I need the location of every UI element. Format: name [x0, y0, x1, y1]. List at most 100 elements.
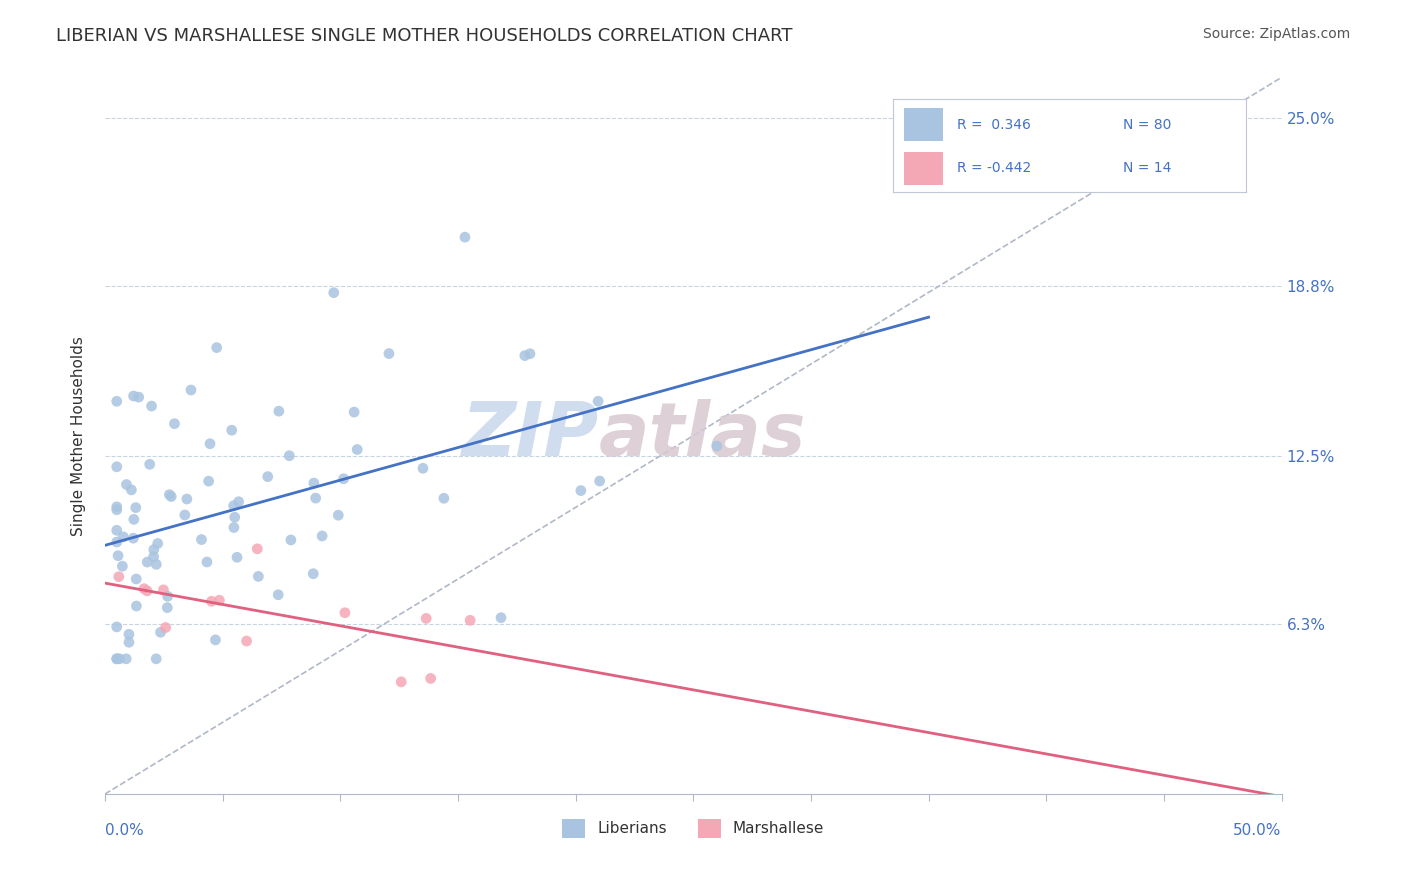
- Liberians: [105, 459, 128, 474]
- Marshallese: [333, 606, 356, 620]
- Liberians: [125, 599, 148, 613]
- Marshallese: [107, 570, 129, 584]
- Liberians: [195, 555, 218, 569]
- Liberians: [112, 530, 135, 544]
- Liberians: [205, 341, 228, 355]
- Liberians: [122, 531, 145, 545]
- Liberians: [204, 632, 226, 647]
- Marshallese: [458, 613, 481, 627]
- Liberians: [125, 572, 148, 586]
- Liberians: [706, 439, 728, 453]
- Marshallese: [136, 583, 159, 598]
- Liberians: [136, 555, 159, 569]
- Liberians: [108, 652, 131, 666]
- Liberians: [105, 394, 128, 409]
- Liberians: [145, 558, 167, 572]
- Liberians: [120, 483, 142, 497]
- Liberians: [105, 500, 128, 514]
- Liberians: [190, 533, 212, 547]
- Liberians: [322, 285, 344, 300]
- Liberians: [122, 389, 145, 403]
- Liberians: [489, 610, 512, 624]
- Liberians: [278, 449, 301, 463]
- Liberians: [226, 550, 249, 565]
- Marshallese: [200, 594, 222, 608]
- Liberians: [156, 600, 179, 615]
- Liberians: [149, 625, 172, 640]
- Liberians: [115, 652, 138, 666]
- Liberians: [105, 502, 128, 516]
- Liberians: [305, 491, 328, 505]
- Liberians: [222, 499, 245, 513]
- Liberians: [346, 442, 368, 457]
- Liberians: [138, 458, 160, 472]
- Liberians: [142, 549, 165, 564]
- Liberians: [228, 494, 250, 508]
- Text: ZIP: ZIP: [463, 400, 599, 472]
- Liberians: [105, 535, 128, 549]
- Liberians: [157, 488, 180, 502]
- Liberians: [569, 483, 592, 498]
- Liberians: [433, 491, 456, 506]
- Liberians: [173, 508, 195, 522]
- Liberians: [221, 423, 243, 437]
- Marshallese: [419, 672, 441, 686]
- Text: Source: ZipAtlas.com: Source: ZipAtlas.com: [1202, 27, 1350, 41]
- Liberians: [160, 490, 183, 504]
- Liberians: [378, 346, 401, 360]
- Liberians: [267, 588, 290, 602]
- Liberians: [454, 230, 477, 244]
- Liberians: [118, 627, 141, 641]
- Liberians: [332, 472, 354, 486]
- Liberians: [142, 542, 165, 557]
- Liberians: [328, 508, 350, 523]
- Liberians: [256, 469, 278, 483]
- Liberians: [412, 461, 434, 475]
- Liberians: [146, 536, 169, 550]
- Liberians: [197, 474, 219, 488]
- Text: atlas: atlas: [599, 400, 807, 472]
- Liberians: [163, 417, 186, 431]
- Liberians: [222, 520, 245, 534]
- Text: 50.0%: 50.0%: [1233, 822, 1281, 838]
- Liberians: [105, 524, 128, 538]
- Marshallese: [208, 593, 231, 607]
- Text: 0.0%: 0.0%: [105, 822, 143, 838]
- Liberians: [267, 404, 290, 418]
- Liberians: [128, 390, 150, 404]
- Liberians: [280, 533, 302, 547]
- Liberians: [118, 635, 141, 649]
- Liberians: [180, 383, 202, 397]
- Liberians: [586, 394, 609, 409]
- Liberians: [141, 399, 163, 413]
- Liberians: [111, 559, 134, 574]
- Marshallese: [152, 582, 174, 597]
- Liberians: [302, 566, 325, 581]
- Legend: Liberians, Marshallese: Liberians, Marshallese: [557, 813, 831, 844]
- Liberians: [105, 652, 128, 666]
- Liberians: [115, 477, 138, 491]
- Liberians: [247, 569, 270, 583]
- Liberians: [519, 347, 541, 361]
- Liberians: [107, 549, 129, 563]
- Text: LIBERIAN VS MARSHALLESE SINGLE MOTHER HOUSEHOLDS CORRELATION CHART: LIBERIAN VS MARSHALLESE SINGLE MOTHER HO…: [56, 27, 793, 45]
- Liberians: [302, 476, 325, 491]
- Marshallese: [415, 611, 437, 625]
- Liberians: [513, 349, 536, 363]
- Liberians: [156, 590, 179, 604]
- Marshallese: [132, 582, 155, 596]
- Liberians: [145, 652, 167, 666]
- Liberians: [105, 620, 128, 634]
- Marshallese: [235, 634, 257, 648]
- Liberians: [122, 512, 145, 526]
- Marshallese: [389, 674, 412, 689]
- Liberians: [105, 652, 128, 666]
- Marshallese: [246, 541, 269, 556]
- Liberians: [224, 510, 246, 524]
- Liberians: [343, 405, 366, 419]
- Liberians: [311, 529, 333, 543]
- Liberians: [198, 436, 221, 450]
- Liberians: [125, 500, 148, 515]
- Liberians: [176, 491, 198, 506]
- Marshallese: [155, 621, 177, 635]
